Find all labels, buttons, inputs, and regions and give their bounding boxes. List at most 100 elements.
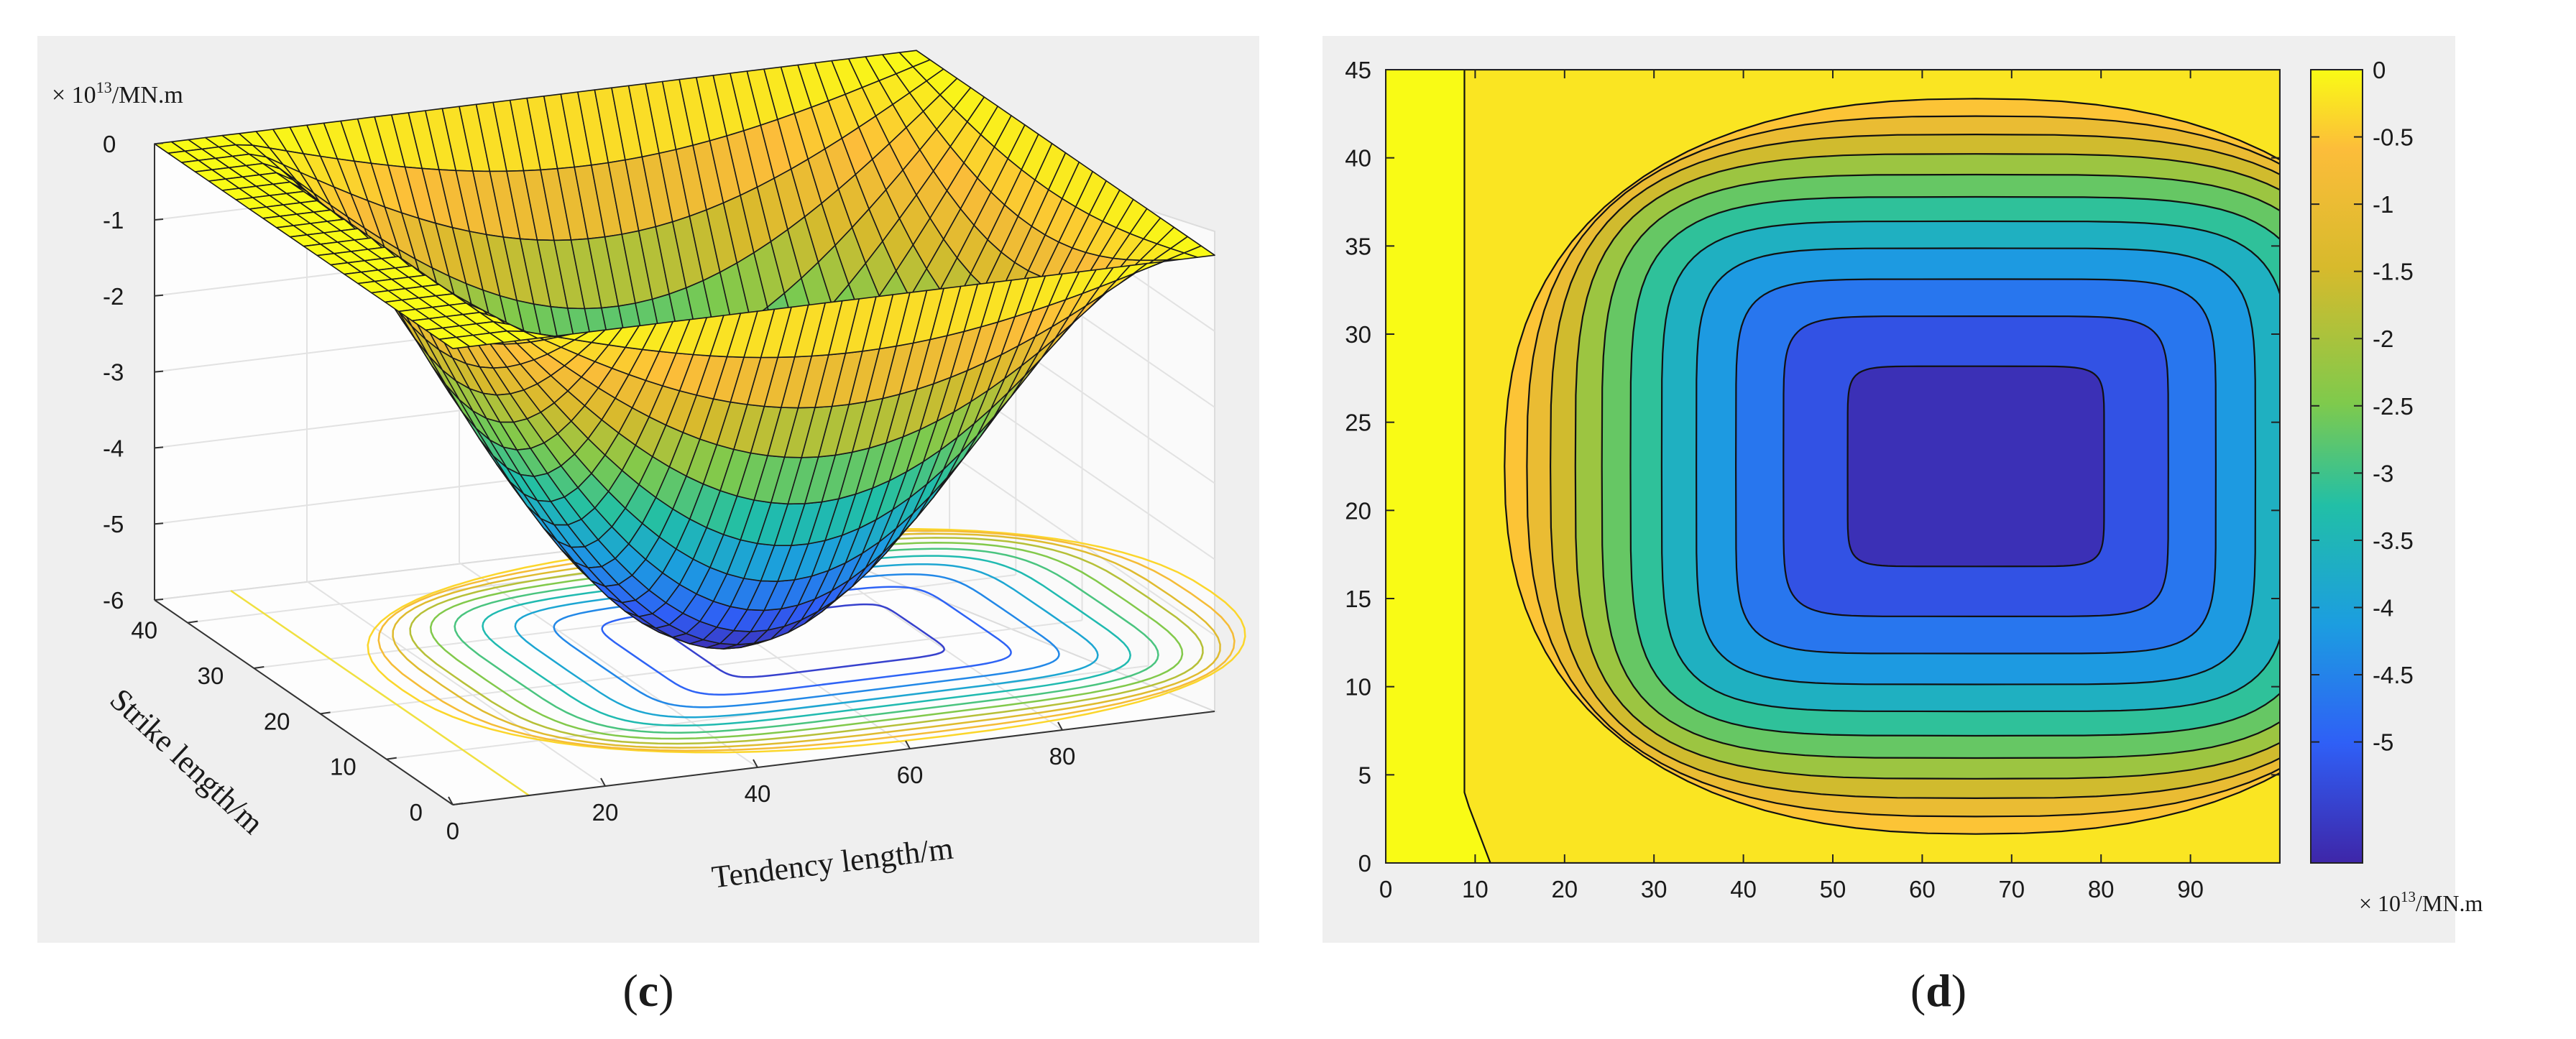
y-tick-mark [254, 666, 264, 669]
x-tick-label: 20 [592, 799, 619, 826]
z-tick-label: -4 [103, 435, 124, 461]
grid-line [320, 619, 1082, 715]
contour-line [1526, 115, 2280, 818]
colorbar-ticks: 0 -0.5 -1 -1.5 -2 -2.5 -3 -3.5 -4 -4.5 -5 [2311, 57, 2414, 756]
x-tick-label: 90 [2177, 876, 2204, 902]
colorbar [2310, 69, 2363, 864]
contour-projection-line [392, 532, 1221, 749]
y-tick-label: 30 [1345, 321, 1371, 348]
x-tick-label: 50 [1820, 876, 1846, 902]
contour-line [1629, 195, 2280, 737]
contour-projection-line [409, 537, 1204, 745]
caption-c: (c) [622, 965, 673, 1016]
contour-projection [230, 527, 1246, 797]
z-tick-mark [154, 142, 164, 145]
z-tick-mark [154, 446, 164, 449]
y-tick-label: 45 [1345, 57, 1371, 83]
grid-line [254, 574, 1016, 669]
contour-projection-line [553, 573, 1060, 708]
contour-line [1601, 173, 2280, 759]
contour-fill-region [1847, 366, 2104, 567]
z-tick-label: -6 [103, 587, 124, 614]
colorbar-tick-label: -3 [2373, 460, 2393, 486]
y-tick-label: 10 [1345, 674, 1371, 701]
contour-lines [1504, 98, 2280, 835]
colorbar-tick-label: -4 [2373, 594, 2393, 621]
y-tick-label: 40 [1345, 145, 1371, 172]
y-tick-label: 5 [1358, 762, 1371, 788]
contour-plot: 0 10 20 30 40 50 60 70 80 90 0 5 10 15 20 25 30 35 40 45 0 -… [1345, 57, 2483, 916]
contour-line [1782, 315, 2169, 618]
x-tick-mark [753, 759, 758, 768]
z-tick-mark [154, 522, 164, 525]
x-tick-label: 40 [745, 780, 771, 807]
z-tick-mark [154, 218, 164, 221]
y-tick-mark [320, 711, 331, 715]
z-tick-label: -3 [103, 359, 124, 386]
surface-mesh [154, 50, 1215, 650]
y-tick-label: 0 [1358, 850, 1371, 877]
y-axis-line [154, 599, 454, 805]
colorbar-tick-label: -1.5 [2373, 259, 2414, 285]
z-tick-label: -5 [103, 511, 124, 537]
y-tick-label: 40 [131, 617, 157, 644]
z-tick-mark [154, 370, 164, 373]
colorbar-tick-label: -4.5 [2373, 662, 2414, 688]
z-tick-mark [154, 599, 164, 601]
contour-projection-line [230, 589, 530, 797]
x-tick-label: 0 [446, 818, 459, 844]
colorbar-tick-label: -2 [2373, 325, 2393, 352]
contour-projection-line [601, 586, 1012, 696]
x-tick-label: 10 [1462, 876, 1489, 902]
x-tick-label: 40 [1730, 876, 1757, 902]
surface-cell [1183, 245, 1215, 258]
colorbar-tick-label: -5 [2373, 729, 2393, 756]
contour-projection-line [377, 530, 1236, 752]
y-tick-label: 25 [1345, 410, 1371, 436]
y-tick-label: 10 [330, 754, 356, 780]
contour-line [1660, 220, 2280, 713]
contour-projection-line [429, 542, 1184, 740]
x-tick-label: 30 [1641, 876, 1668, 902]
contour-axis-ticks: 0 10 20 30 40 50 60 70 80 90 0 5 10 15 20 25 30 35 40 45 [1345, 57, 2280, 902]
colorbar-tick-label: -1 [2373, 191, 2393, 218]
contour-line [1735, 278, 2217, 655]
y-tick-mark [452, 802, 464, 805]
grid-line [459, 562, 758, 768]
x-tick-label: 0 [1379, 876, 1392, 902]
x-tick-label: 60 [1909, 876, 1936, 902]
contour-projection-line [668, 603, 945, 678]
x-tick-label: 70 [1998, 876, 2025, 902]
colorbar-unit-label: × 1013/MN.m [2359, 888, 2483, 916]
contour-line [1550, 133, 2280, 800]
y-tick-label: 35 [1345, 233, 1371, 259]
colorbar-tick-label: -3.5 [2373, 527, 2414, 554]
contour-projection-line [482, 555, 1131, 727]
x-tick-mark [905, 740, 911, 749]
contour-fills [1463, 70, 2280, 863]
z-tick-label: -2 [103, 283, 124, 310]
contour-line [1696, 247, 2257, 685]
contour-line [1574, 153, 2280, 780]
colorbar-tick-label: -0.5 [2373, 124, 2414, 151]
y-tick-label: 30 [198, 662, 224, 689]
y-tick-label: 20 [1345, 497, 1371, 524]
surface-plot: 0 -1 -2 -3 -4 -5 -6 0 10 20 30 40 0 20 40 60 80 × 1013/M… [52, 50, 1246, 895]
y-tick-label: 0 [410, 799, 423, 826]
caption-d: (d) [1910, 965, 1966, 1016]
y-tick-mark [386, 757, 397, 760]
x-tick-label: 20 [1551, 876, 1578, 902]
x-tick-mark [448, 796, 454, 805]
x-tick-mark [600, 777, 606, 787]
z-unit-label: × 1013/MN.m [52, 78, 183, 108]
x-tick-label: 60 [897, 762, 924, 788]
x-tick-label: 80 [1049, 743, 1076, 770]
contour-projection-line [514, 563, 1099, 719]
colorbar-tick-label: 0 [2373, 57, 2386, 83]
x-tick-mark [1057, 721, 1063, 731]
colorbar-tick-label: -2.5 [2373, 393, 2414, 420]
z-tick-label: -1 [103, 207, 124, 234]
x-axis-line [452, 711, 1215, 805]
y-tick-mark [187, 620, 198, 624]
